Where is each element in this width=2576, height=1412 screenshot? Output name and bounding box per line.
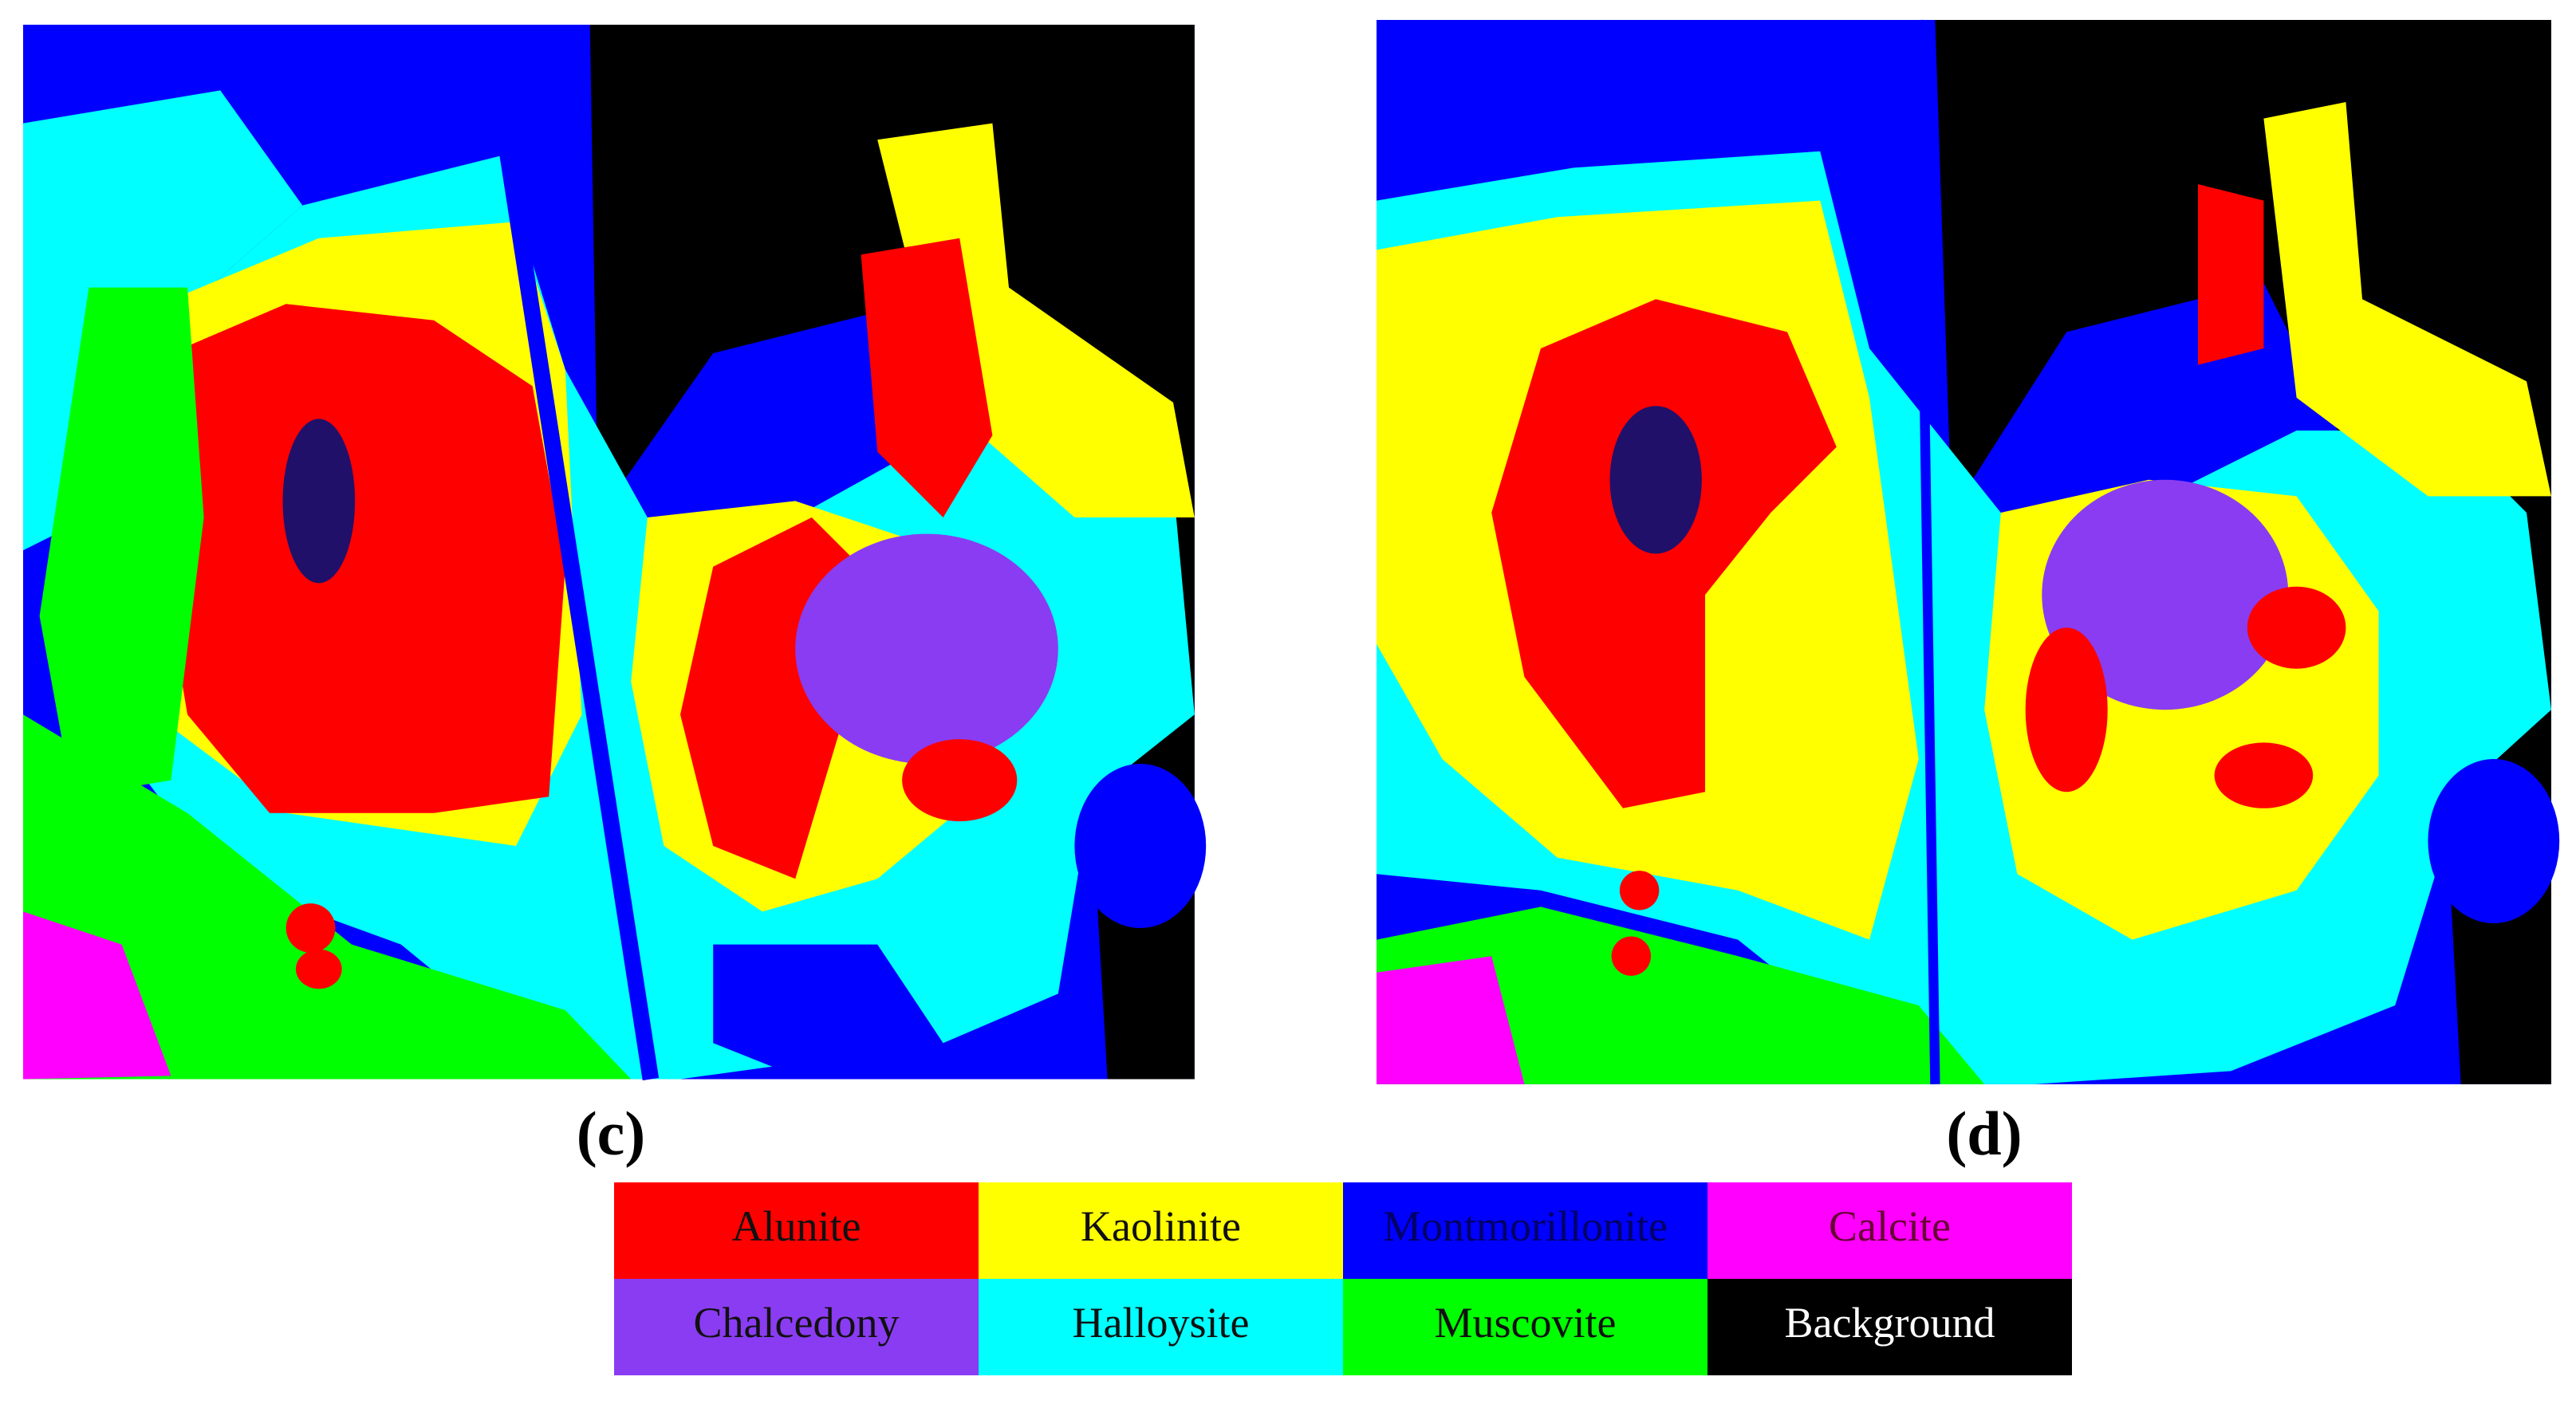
legend-label: Montmorillonite — [1383, 1202, 1668, 1250]
legend-swatch — [1707, 1182, 2072, 1279]
map-area — [861, 238, 993, 517]
map-area — [1074, 764, 1207, 928]
map-area — [1619, 871, 1660, 911]
map-area — [154, 304, 565, 813]
legend-label: Calcite — [1829, 1202, 1951, 1250]
legend-label: Background — [1785, 1299, 1995, 1347]
legend-label: Alunite — [732, 1202, 861, 1250]
map-area — [2428, 759, 2560, 923]
map-area — [2198, 184, 2264, 365]
map-area — [2042, 479, 2289, 710]
legend-swatch — [614, 1279, 979, 1375]
map-area — [1609, 406, 1702, 554]
map-area — [295, 949, 342, 989]
map-area — [39, 287, 204, 797]
legend-swatch — [1343, 1279, 1707, 1375]
legend-label: Muscovite — [1435, 1299, 1617, 1347]
map-area — [1377, 907, 1985, 1084]
map-area — [1377, 956, 1525, 1084]
map-area — [286, 903, 336, 953]
map-area — [2263, 102, 2551, 497]
legend: Alunite Kaolinite Montmorillonite Calcite Ch… — [614, 1182, 2072, 1375]
map-area — [877, 123, 1195, 518]
map-area — [2214, 742, 2314, 808]
map-area — [282, 419, 356, 584]
map-area — [1491, 299, 1837, 808]
legend-swatch — [979, 1279, 1343, 1375]
map-area — [2025, 627, 2108, 793]
map-area — [23, 911, 171, 1080]
panel-label: (c) — [577, 1099, 646, 1168]
map-area — [2247, 586, 2346, 669]
legend-swatch — [1343, 1182, 1707, 1279]
legend-swatch — [614, 1182, 979, 1279]
map-area — [1611, 936, 1652, 976]
legend-label: Chalcedony — [694, 1299, 900, 1347]
legend-label: Kaolinite — [1081, 1202, 1241, 1250]
legend-swatch — [1707, 1279, 2072, 1375]
panel-label: (d) — [1946, 1099, 2022, 1168]
map-area — [1935, 20, 2551, 1084]
map-area — [494, 122, 660, 1081]
map-area — [713, 944, 943, 1076]
map-area — [795, 533, 1058, 764]
map-area — [589, 25, 1195, 1080]
legend-label: Halloysite — [1073, 1299, 1250, 1347]
map-area — [23, 714, 632, 1080]
legend-swatch — [979, 1182, 1343, 1279]
map-area — [1913, 19, 1940, 1084]
map-c — [23, 25, 1207, 1081]
map-area — [902, 739, 1018, 822]
map-d — [1377, 19, 2560, 1084]
